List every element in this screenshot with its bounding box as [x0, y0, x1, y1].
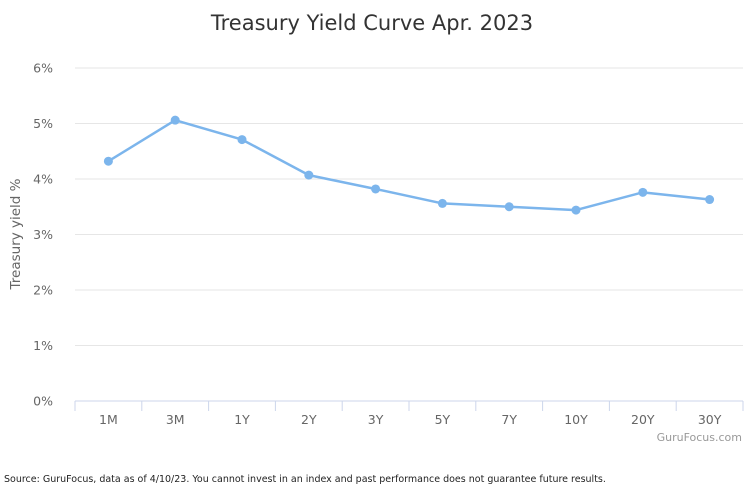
x-tick-label: 10Y — [564, 412, 588, 427]
x-tick-label: 7Y — [501, 412, 517, 427]
x-tick-label: 3M — [166, 412, 185, 427]
data-point — [304, 170, 314, 180]
x-tick-label: 2Y — [301, 412, 317, 427]
x-tick-label: 1M — [99, 412, 118, 427]
x-tick-label: 5Y — [435, 412, 451, 427]
y-tick-label: 3% — [33, 227, 53, 242]
data-point — [504, 202, 514, 212]
x-tick-label: 30Y — [698, 412, 722, 427]
y-tick-label: 5% — [33, 116, 53, 131]
y-tick-label: 1% — [33, 338, 53, 353]
y-tick-label: 2% — [33, 283, 53, 298]
data-point — [705, 195, 715, 205]
data-point — [170, 115, 180, 125]
x-axis: 1M 3M 1Y 2Y 3Y 5Y 7Y 10Y 20Y 30Y — [74, 400, 744, 427]
series-line-group — [103, 115, 715, 215]
data-point — [571, 205, 581, 215]
y-axis-ticks: 0% 1% 2% 3% 4% 5% 6% — [33, 61, 53, 409]
y-tick-label: 4% — [33, 172, 53, 187]
data-point — [237, 135, 247, 145]
data-point — [103, 156, 113, 166]
y-axis-label: Treasury yield % — [8, 178, 24, 290]
data-point — [371, 184, 381, 194]
data-point — [437, 198, 447, 208]
y-tick-label: 0% — [33, 394, 53, 409]
yield-curve-chart: Treasury Yield Curve Apr. 2023 0% 1% 2% 3% 4… — [8, 11, 744, 444]
x-tick-label: 3Y — [368, 412, 384, 427]
x-tick-label: 1Y — [234, 412, 250, 427]
data-point — [638, 187, 648, 197]
y-tick-label: 6% — [33, 61, 53, 76]
gridlines — [75, 67, 743, 346]
source-note: Source: GuruFocus, data as of 4/10/23. Y… — [4, 474, 606, 485]
chart-title: Treasury Yield Curve Apr. 2023 — [210, 11, 533, 35]
series-line — [107, 118, 711, 212]
x-tick-label: 20Y — [631, 412, 655, 427]
credit-label: GuruFocus.com — [657, 431, 742, 444]
